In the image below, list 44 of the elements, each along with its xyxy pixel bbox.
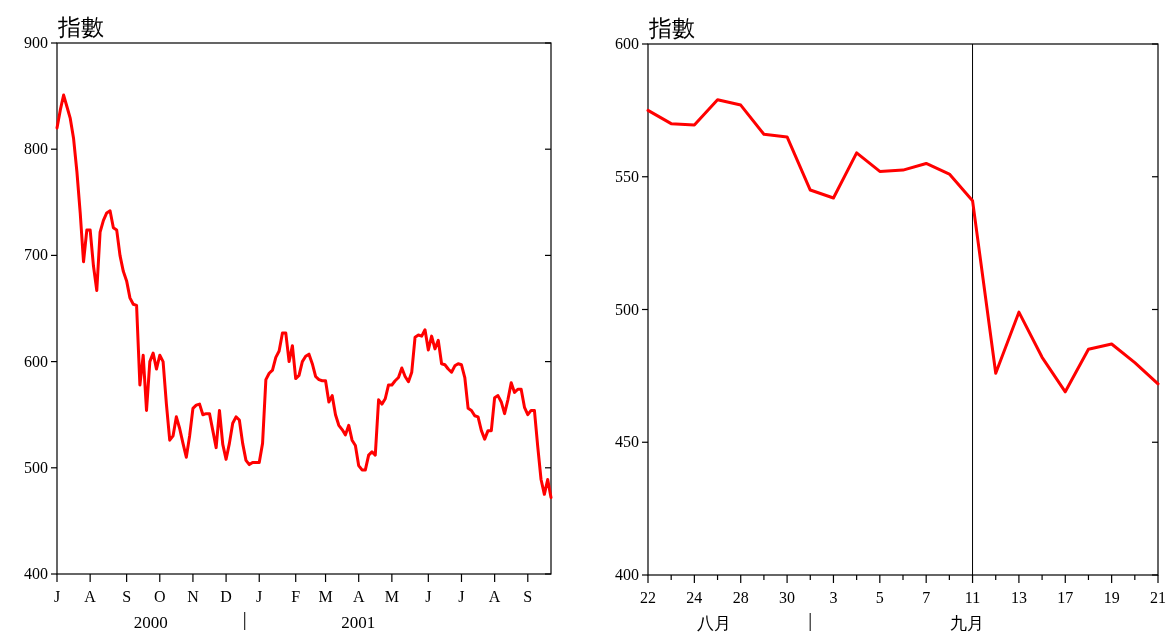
x-tick-label: N	[187, 588, 200, 605]
x-tick-label: 5	[875, 589, 884, 606]
x-tick-label: 30	[779, 589, 796, 606]
x-tick-label: 19	[1103, 589, 1120, 606]
text: 2001	[341, 613, 376, 632]
text: 2000	[133, 613, 168, 632]
x-tick-label: 3	[829, 589, 838, 606]
y-tick-label: 550	[615, 167, 639, 185]
x-tick-label: O	[154, 588, 166, 605]
x-tick-label: 28	[732, 589, 749, 606]
y-tick-label: 700	[24, 246, 48, 264]
x-tick-label: 21	[1150, 589, 1166, 606]
x-tick-label: A	[84, 588, 97, 605]
chart-title: 指數	[648, 15, 695, 41]
x-tick-label: J	[458, 588, 465, 605]
y-tick-label: 500	[24, 458, 48, 476]
y-tick-label: 600	[615, 35, 639, 52]
x-tick-label: 13	[1010, 589, 1027, 606]
x-tick-label: 24	[686, 589, 703, 606]
text: 九月	[949, 614, 984, 633]
y-tick-label: 800	[24, 140, 48, 158]
x-tick-label: A	[352, 588, 365, 605]
x-tick-label: 11	[964, 589, 981, 606]
y-tick-label: 900	[24, 34, 48, 51]
x-tick-label: M	[318, 588, 333, 605]
x-tick-label: 7	[922, 589, 931, 606]
x-tick-label: 22	[640, 589, 656, 606]
chart-title: 指數	[57, 14, 104, 40]
x-tick-label: J	[256, 588, 263, 605]
x-tick-label: D	[220, 588, 232, 605]
y-tick-label: 400	[24, 565, 48, 582]
x-tick-label: F	[291, 588, 301, 605]
x-tick-label: 17	[1057, 589, 1074, 606]
y-tick-label: 500	[615, 300, 639, 318]
x-tick-label: M	[384, 588, 399, 605]
x-tick-label: J	[425, 588, 432, 605]
x-tick-label: S	[122, 588, 132, 605]
y-tick-label: 600	[24, 352, 48, 370]
x-tick-label: A	[488, 588, 501, 605]
y-tick-label: 400	[615, 566, 639, 583]
x-tick-label: S	[523, 588, 533, 605]
y-tick-label: 450	[615, 433, 639, 451]
text: 八月	[697, 614, 732, 633]
x-tick-label: J	[53, 588, 61, 605]
